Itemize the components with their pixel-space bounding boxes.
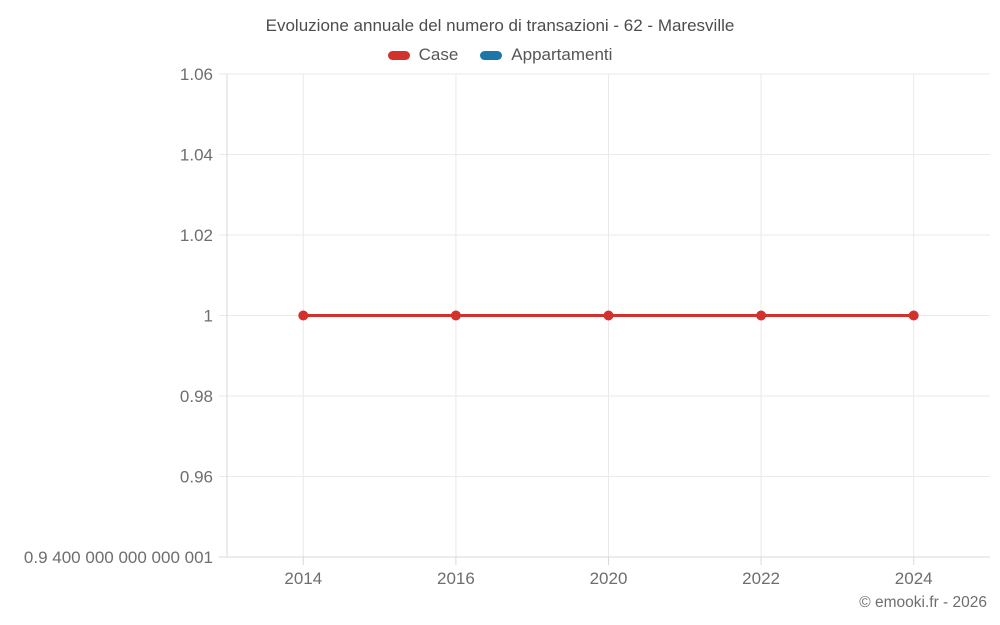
data-point-2022[interactable]	[756, 310, 767, 321]
legend-label-appartamenti: Appartamenti	[511, 45, 613, 64]
x-tick-label: 2024	[895, 569, 933, 588]
y-tick-label: 1.06	[180, 65, 213, 84]
copyright-text: © emooki.fr - 2026	[859, 594, 987, 611]
x-tick-label: 2016	[437, 569, 475, 588]
chart-title: Evoluzione annuale del numero di transaz…	[265, 16, 735, 35]
series-case	[298, 310, 919, 321]
y-tick-label: 1.04	[180, 146, 213, 165]
x-tick-label: 2014	[284, 569, 322, 588]
x-tick-label: 2022	[742, 569, 780, 588]
data-point-2020[interactable]	[603, 310, 614, 321]
axes	[219, 74, 990, 565]
x-axis-labels: 2014 2016 2020 2022 2024	[284, 569, 932, 588]
chart-legend: Case Appartamenti	[0, 45, 1000, 65]
data-point-2014[interactable]	[298, 310, 309, 321]
appartamenti-series-swatch-icon	[480, 50, 503, 60]
y-tick-label: 1	[204, 307, 213, 326]
y-tick-label: 0.9 400 000 000 000 001	[24, 548, 213, 567]
data-point-2024[interactable]	[908, 310, 919, 321]
legend-item-case[interactable]: Case	[387, 45, 459, 65]
data-point-2016[interactable]	[450, 310, 461, 321]
y-tick-label: 1.02	[180, 226, 213, 245]
y-tick-label: 0.98	[180, 387, 213, 406]
case-series-swatch-icon	[387, 50, 410, 60]
x-tick-label: 2020	[590, 569, 628, 588]
y-axis-labels: 0.9 400 000 000 000 001 0.96 0.98 1 1.02 1.04…	[24, 65, 213, 567]
legend-item-appartamenti[interactable]: Appartamenti	[480, 45, 612, 65]
legend-label-case: Case	[418, 45, 459, 64]
y-tick-label: 0.96	[180, 468, 213, 487]
